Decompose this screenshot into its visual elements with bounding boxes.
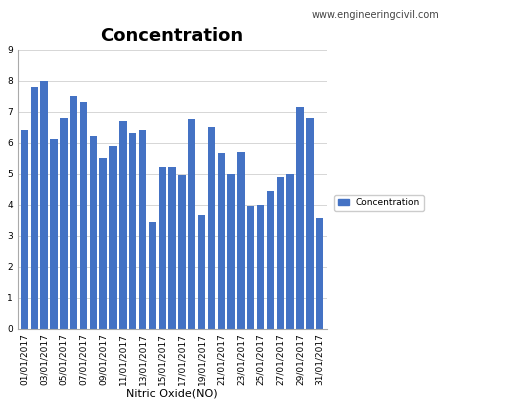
Bar (159, 167, 166, 328)
Bar (50, 139, 58, 328)
Bar (188, 119, 196, 328)
X-axis label: Nitric Oxide(NO): Nitric Oxide(NO) (126, 388, 218, 398)
Bar (168, 167, 176, 328)
Bar (139, 130, 146, 328)
Legend: Concentration: Concentration (334, 195, 424, 211)
Bar (80, 102, 87, 328)
Bar (60, 118, 68, 328)
Bar (198, 215, 205, 328)
Title: Concentration: Concentration (100, 27, 244, 45)
Bar (217, 153, 225, 328)
Bar (31, 87, 38, 328)
Bar (21, 130, 28, 328)
Bar (129, 133, 136, 328)
Bar (227, 173, 235, 328)
Bar (277, 177, 284, 328)
Bar (119, 121, 126, 328)
Bar (41, 81, 48, 328)
Bar (237, 152, 244, 328)
Text: www.engineeringcivil.com: www.engineeringcivil.com (312, 10, 440, 20)
Bar (149, 222, 156, 328)
Bar (99, 158, 107, 328)
Bar (178, 175, 186, 328)
Bar (257, 205, 264, 328)
Bar (287, 173, 294, 328)
Bar (296, 107, 304, 328)
Bar (247, 206, 254, 328)
Bar (89, 136, 97, 328)
Bar (267, 191, 274, 328)
Bar (208, 127, 215, 328)
Bar (306, 118, 314, 328)
Bar (109, 146, 116, 328)
Bar (70, 96, 77, 328)
Bar (316, 218, 323, 328)
